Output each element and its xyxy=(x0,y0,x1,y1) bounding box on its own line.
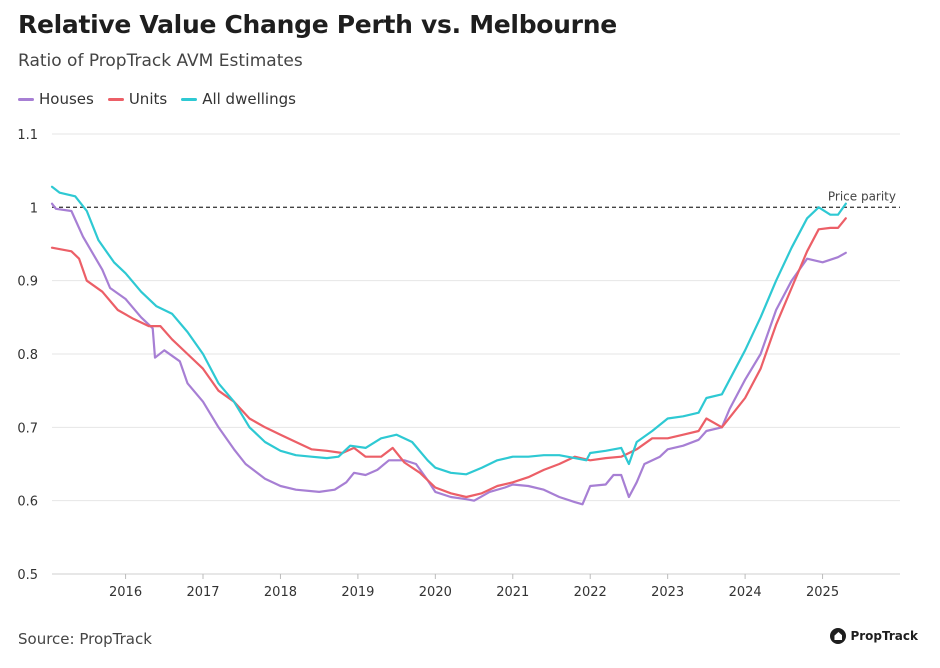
legend-swatch-units xyxy=(107,97,124,101)
x-tick-label: 2017 xyxy=(186,585,219,600)
chart-title: Relative Value Change Perth vs. Melbourn… xyxy=(18,10,617,39)
legend-label-all-dwellings: All dwellings xyxy=(202,90,296,108)
y-tick-label: 0.5 xyxy=(17,568,38,583)
line-chart: 0.5 0.6 0.7 0.8 0.9 1 1.1 2016 2017 2018 2019 2020… xyxy=(17,128,900,600)
legend-swatch-houses xyxy=(18,97,34,101)
legend-label-houses: Houses xyxy=(39,90,94,108)
series-lines xyxy=(50,185,847,506)
legend-item-units: Units xyxy=(107,90,168,108)
proptrack-logo: PropTrack xyxy=(830,628,918,644)
y-tick-label: 0.8 xyxy=(17,348,38,363)
x-tick-label: 2016 xyxy=(109,585,142,600)
x-tick-label: 2020 xyxy=(419,585,452,600)
x-tick-label: 2024 xyxy=(729,585,762,600)
legend-swatch-all-dwellings xyxy=(181,97,198,101)
chart-legend: Houses Units All dwellings xyxy=(18,90,296,108)
y-tick-label: 0.9 xyxy=(17,275,38,290)
gridlines xyxy=(52,133,900,575)
y-tick-label: 0.7 xyxy=(17,421,38,436)
units-line xyxy=(50,217,847,499)
x-tick-label: 2018 xyxy=(264,585,297,600)
all-dwellings-line xyxy=(50,185,847,476)
house-icon xyxy=(830,628,847,644)
x-tick-label: 2023 xyxy=(651,585,684,600)
x-tick-label: 2022 xyxy=(574,585,607,600)
y-axis-ticks: 0.5 0.6 0.7 0.8 0.9 1 1.1 xyxy=(17,128,38,583)
y-tick-label: 1.1 xyxy=(17,128,38,143)
chart-subtitle: Ratio of PropTrack AVM Estimates xyxy=(18,51,303,71)
x-tick-label: 2019 xyxy=(341,585,374,600)
x-tick-label: 2021 xyxy=(496,585,529,600)
legend-label-units: Units xyxy=(128,90,168,108)
legend-item-all-dwellings: All dwellings xyxy=(181,90,296,108)
price-parity-label: Price parity xyxy=(828,189,896,203)
legend-item-houses: Houses xyxy=(18,90,94,108)
x-tick-label: 2025 xyxy=(806,585,839,600)
brand-name: PropTrack xyxy=(850,629,918,643)
y-tick-label: 1 xyxy=(30,201,38,216)
y-tick-label: 0.6 xyxy=(17,495,38,510)
x-axis-ticks: 2016 2017 2018 2019 2020 2021 2022 2023 2024 2025 xyxy=(109,574,839,600)
price-parity-reference: Price parity xyxy=(52,189,900,208)
source-note: Source: PropTrack xyxy=(18,630,152,648)
houses-line xyxy=(50,202,847,506)
